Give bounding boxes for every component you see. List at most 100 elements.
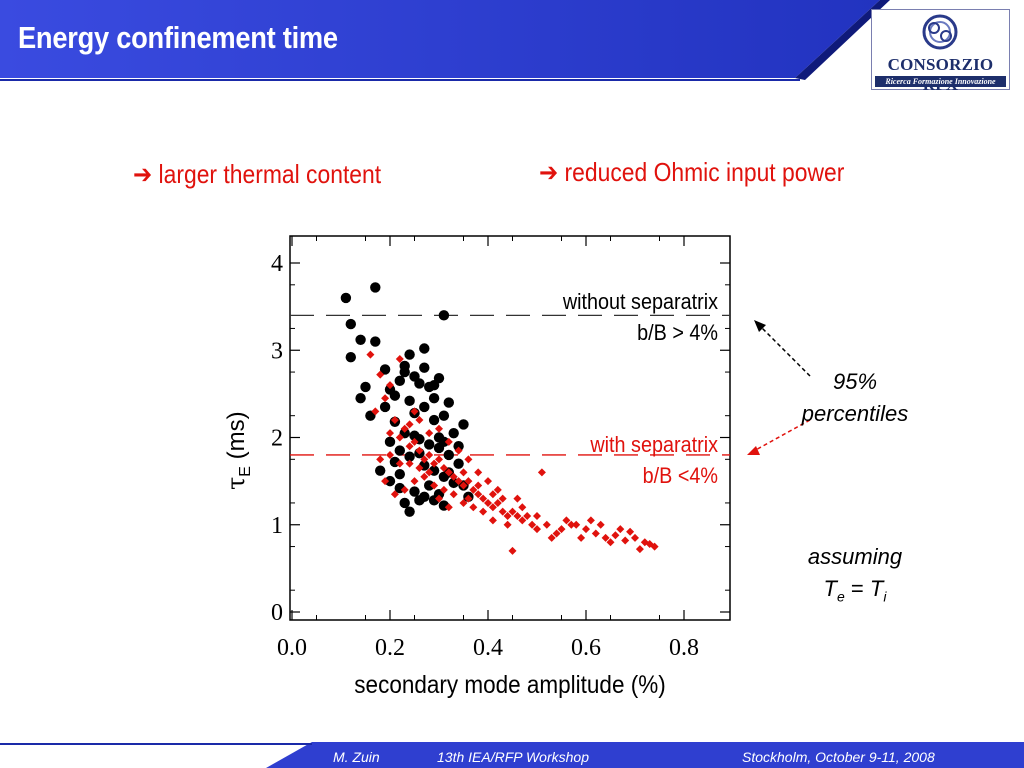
data-point-diamond — [386, 429, 394, 438]
y-tick-label: 1 — [271, 513, 283, 539]
data-point-diamond — [376, 455, 385, 464]
data-point-diamond — [488, 516, 497, 525]
data-point-diamond — [518, 516, 527, 525]
data-point-circle — [428, 414, 440, 426]
data-point-diamond — [435, 424, 443, 433]
data-point-diamond — [528, 520, 537, 529]
header-band — [0, 0, 890, 81]
data-point-diamond — [621, 536, 630, 545]
data-point-diamond — [552, 529, 561, 538]
logo-tagline: Ricerca Formazione Innovazione — [885, 77, 996, 86]
y-axis-symbol: τ — [222, 476, 250, 490]
data-point-diamond — [459, 481, 468, 490]
note-reduced-ohmic-power: ➔ reduced Ohmic input power — [539, 157, 844, 188]
x-tick-label: 0.8 — [669, 635, 699, 661]
data-point-circle — [399, 497, 410, 509]
data-point-diamond — [645, 539, 654, 548]
data-point-diamond — [513, 494, 522, 503]
data-point-diamond — [386, 450, 394, 459]
data-point-diamond — [425, 468, 434, 477]
data-point-diamond — [474, 481, 483, 490]
data-point-diamond — [631, 533, 639, 542]
data-point-diamond — [386, 381, 394, 390]
data-point-diamond — [484, 477, 492, 486]
data-point-diamond — [562, 516, 571, 525]
arrow-right-icon: ➔ — [133, 159, 153, 189]
data-point-diamond — [400, 485, 409, 494]
data-point-diamond — [469, 503, 478, 512]
data-point-diamond — [572, 520, 581, 529]
data-point-diamond — [542, 520, 551, 529]
data-point-circle — [394, 375, 405, 386]
data-point-diamond — [439, 464, 448, 473]
data-point-circle — [428, 393, 440, 404]
data-point-diamond — [493, 498, 502, 507]
data-point-circle — [438, 410, 450, 421]
data-point-circle — [409, 486, 420, 497]
data-point-circle — [448, 427, 459, 439]
data-point-diamond — [430, 481, 439, 490]
data-point-circle — [404, 506, 415, 517]
data-point-diamond — [582, 525, 590, 534]
assumption-equation: Te = Ti — [790, 573, 920, 612]
data-point-diamond — [410, 407, 419, 416]
data-point-circle — [355, 393, 366, 404]
data-point-diamond — [498, 507, 507, 516]
data-point-circle — [414, 495, 425, 506]
data-point-diamond — [464, 477, 473, 486]
y-tick-label: 3 — [271, 338, 283, 364]
data-point-diamond — [371, 407, 380, 416]
data-point-diamond — [586, 516, 595, 525]
data-point-diamond — [415, 416, 424, 425]
data-point-diamond — [464, 494, 473, 503]
data-point-circle — [404, 451, 415, 462]
data-point-diamond — [444, 468, 453, 477]
x-tick-label: 0.0 — [277, 635, 307, 661]
percentiles-line1: 95% — [832, 369, 878, 394]
data-point-diamond — [537, 468, 546, 477]
data-point-diamond — [415, 464, 424, 473]
data-point-diamond — [381, 394, 390, 403]
data-point-circle — [360, 381, 371, 393]
ref-label-with-separatrix: with separatrix b/B <4% — [504, 429, 718, 491]
consorzio-rfx-logo: CONSORZIO RFX Ricerca Formazione Innovaz… — [871, 9, 1010, 94]
data-point-diamond — [430, 459, 439, 468]
data-point-diamond — [498, 494, 507, 503]
data-point-diamond — [606, 538, 615, 547]
data-point-diamond — [449, 490, 458, 499]
y-tick-label: 0 — [271, 600, 283, 626]
data-point-circle — [384, 436, 396, 448]
note-left-text: larger thermal content — [158, 159, 382, 189]
data-point-circle — [424, 439, 435, 450]
data-point-circle — [399, 360, 410, 372]
data-point-diamond — [395, 433, 404, 442]
eq-T2: T — [869, 576, 884, 601]
x-tick-label: 0.2 — [375, 635, 405, 661]
x-tick-label: 0.6 — [571, 635, 601, 661]
data-point-diamond — [508, 546, 517, 555]
ref-label-line1: with separatrix — [590, 432, 718, 457]
data-point-diamond — [488, 503, 497, 512]
eq-sub-e: e — [837, 588, 845, 605]
data-point-circle — [370, 282, 381, 293]
data-point-diamond — [425, 429, 434, 438]
data-point-diamond — [479, 494, 488, 503]
data-point-circle — [453, 441, 464, 452]
logo-emblem-icon — [922, 14, 958, 50]
data-point-diamond — [533, 525, 541, 534]
data-point-diamond — [400, 424, 409, 433]
data-point-diamond — [366, 350, 375, 359]
data-point-diamond — [557, 525, 566, 534]
data-point-diamond — [513, 512, 522, 521]
logo-tagline-bar: Ricerca Formazione Innovazione — [875, 76, 1006, 87]
data-point-circle — [404, 349, 415, 360]
data-point-circle — [433, 489, 445, 500]
assumption-note: assuming Te = Ti — [790, 541, 920, 612]
x-axis-label: secondary mode amplitude (%) — [354, 671, 666, 699]
footer-author: M. Zuin — [333, 749, 380, 765]
eq-T: T — [823, 576, 837, 601]
data-point-diamond — [493, 485, 502, 494]
data-point-circle — [438, 310, 450, 321]
data-point-diamond — [484, 498, 492, 507]
